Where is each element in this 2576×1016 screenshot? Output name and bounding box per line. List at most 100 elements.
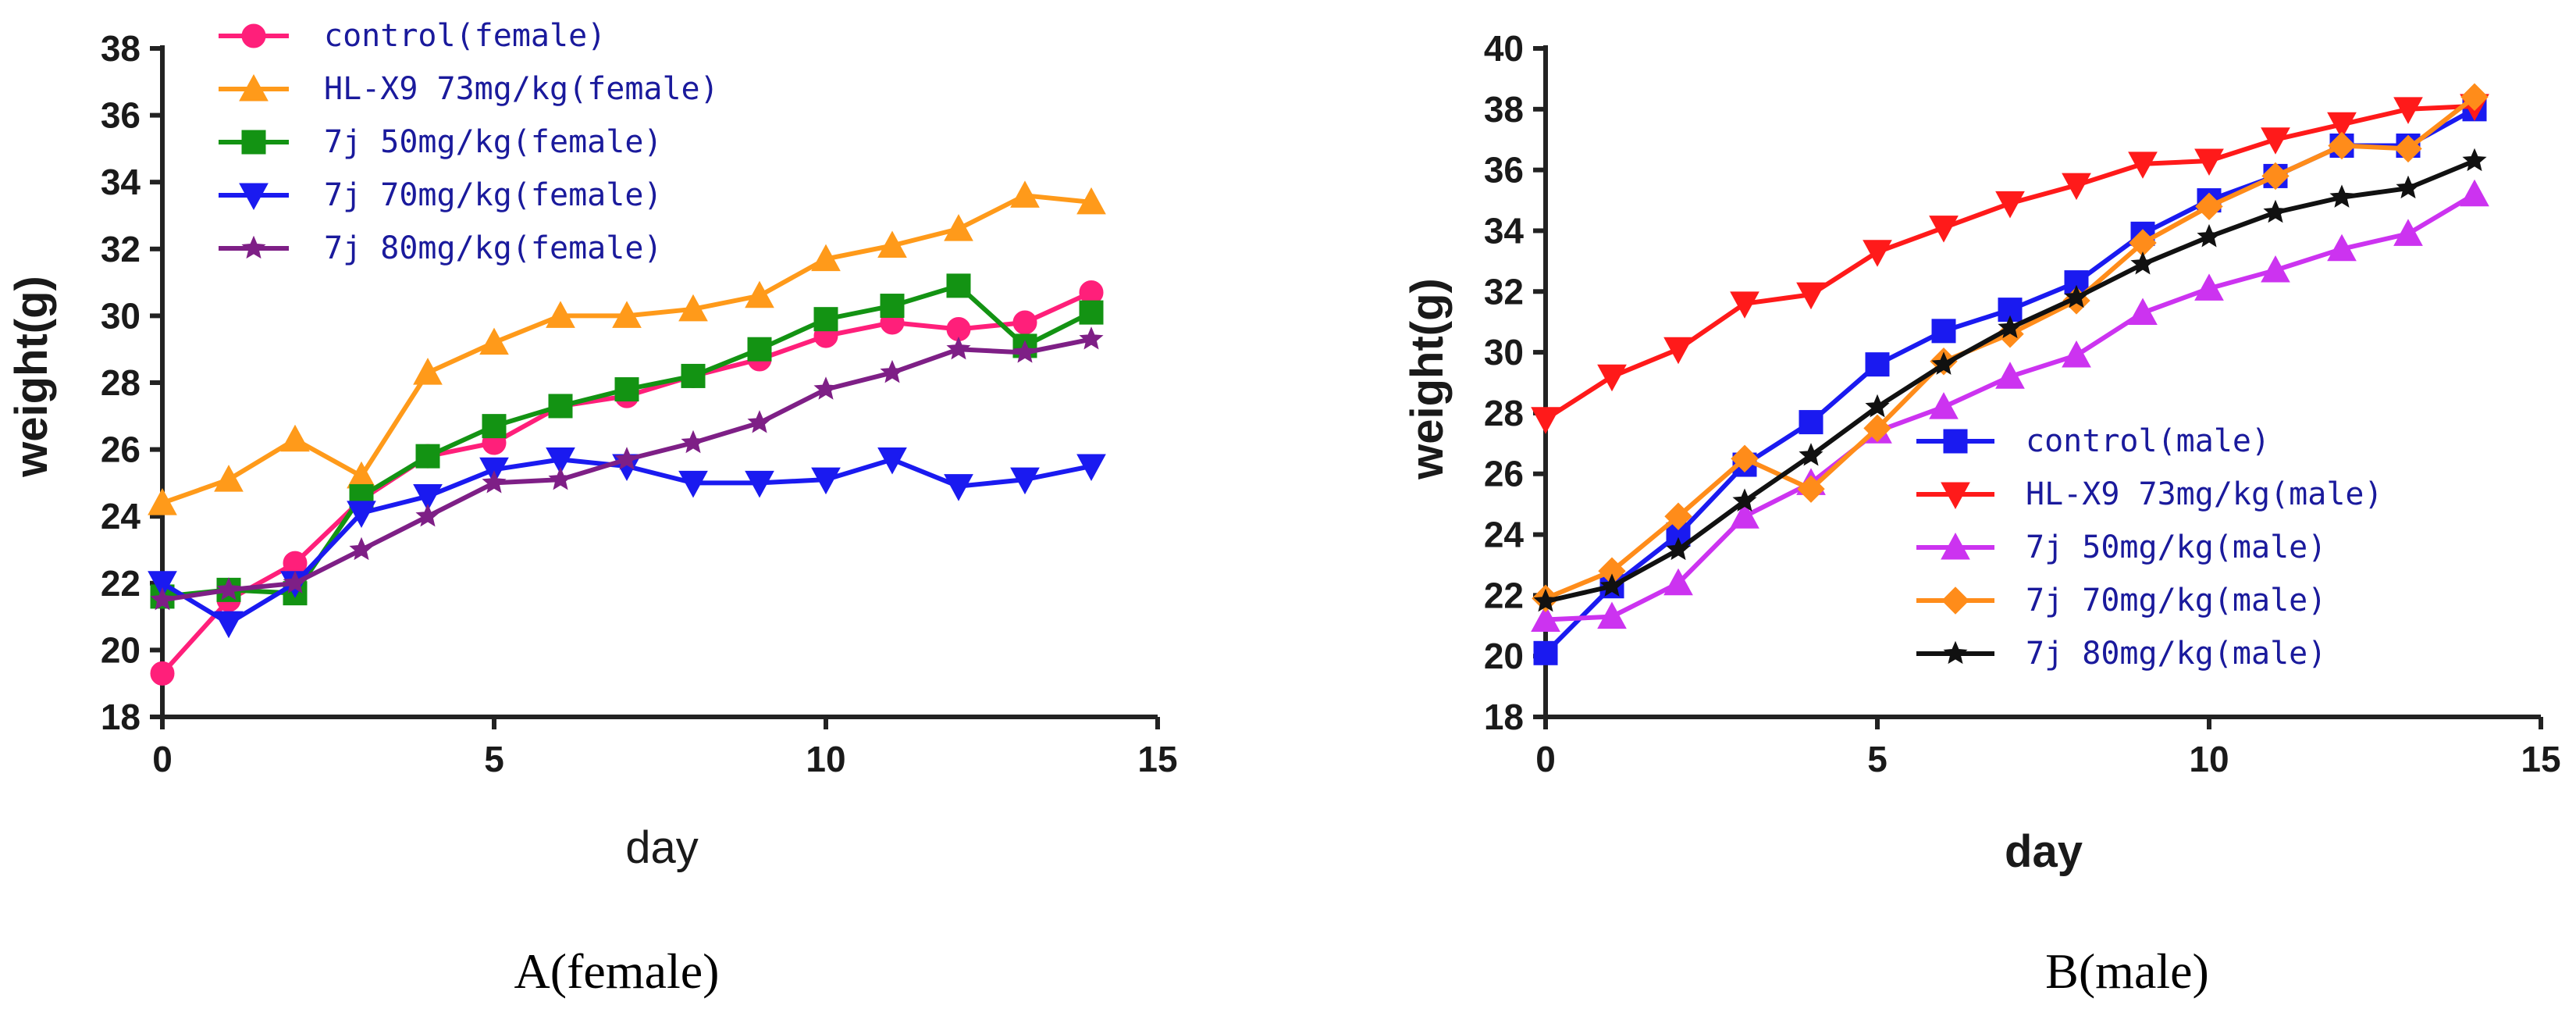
panel-a-series-2-point bbox=[482, 414, 507, 439]
panel-b-series-4-point bbox=[1666, 537, 1691, 561]
panel-b-series-4-point bbox=[1799, 443, 1823, 466]
panel-a-series-4-point bbox=[548, 466, 573, 490]
panel-a-series-1-point bbox=[1076, 187, 1106, 215]
panel-b-caption: B(male) bbox=[2045, 943, 2209, 999]
panel-b-y-tick-label: 24 bbox=[1484, 515, 1525, 555]
panel-b-series-3-point bbox=[2394, 134, 2422, 163]
panel-b-series-1-point bbox=[1597, 364, 1627, 392]
panel-a-y-tick-label: 24 bbox=[101, 496, 141, 537]
panel-a-series-3-point bbox=[546, 447, 575, 475]
panel-b-series-2-point bbox=[2327, 234, 2357, 262]
panel-a-xlabel: day bbox=[625, 822, 699, 873]
panel-b-x-tick-label: 15 bbox=[2521, 739, 2560, 779]
panel-b-y-tick-label: 32 bbox=[1484, 271, 1524, 312]
panel-b-series-4-point bbox=[1732, 488, 1757, 512]
panel-a-series-2-point bbox=[614, 377, 639, 402]
panel-a-y-tick-label: 30 bbox=[101, 295, 141, 336]
panel-a-series-2-point bbox=[813, 307, 838, 332]
panel-a-series-3-point bbox=[148, 571, 177, 598]
panel-a-series-0-point bbox=[1012, 310, 1037, 335]
panel-a-series-2-point bbox=[548, 394, 573, 419]
panel-a-legend-marker bbox=[239, 183, 269, 211]
panel-a-series-4-point bbox=[482, 470, 507, 494]
panel-b-series-1-point bbox=[2062, 173, 2091, 201]
panel-a-series-4-point bbox=[349, 537, 374, 561]
panel-b-series-2-point bbox=[2128, 298, 2158, 326]
panel-a-series-3-point bbox=[1076, 454, 1106, 482]
panel-a-legend-marker bbox=[241, 235, 266, 259]
panel-a-series-4-point bbox=[216, 577, 241, 601]
panel-a-series-2-point bbox=[681, 363, 706, 388]
panel-b-series-4-point bbox=[2130, 251, 2155, 275]
panel-b-series-4-point bbox=[2064, 284, 2089, 308]
panel-b-series-1-point bbox=[1730, 291, 1759, 319]
panel-b-series-4-point bbox=[1931, 351, 1956, 375]
panel-a-series-4-point bbox=[415, 503, 440, 527]
panel-b-series-0-point bbox=[1865, 352, 1890, 377]
panel-a-series-4-point bbox=[681, 430, 706, 454]
panel-b-series-4-point bbox=[2197, 223, 2222, 248]
panel-b: 18 20 22 24 26 28 30 32 34 36 38 40 0 5 10 15 control(ma… bbox=[1402, 28, 2561, 999]
panel-a-series-4-point bbox=[1012, 340, 1037, 363]
panel-b-series-1-point bbox=[1796, 282, 1826, 310]
panel-a-series-2-point bbox=[1079, 300, 1104, 325]
panel-a-series-4-point bbox=[813, 376, 838, 400]
panel-a: 18 20 22 24 26 28 30 32 34 36 38 0 5 10 15 control(fema… bbox=[6, 18, 1178, 999]
panel-a-series-4-point bbox=[946, 336, 971, 360]
panel-b-y-tick-label: 30 bbox=[1484, 332, 1524, 373]
panel-a-series-3-point bbox=[944, 474, 973, 501]
panel-b-series-1-point bbox=[1531, 407, 1560, 434]
panel-b-series-2-point bbox=[1995, 362, 2025, 389]
panel-b-x-tick-label: 0 bbox=[1535, 739, 1556, 779]
panel-b-series-3-point bbox=[1797, 475, 1825, 503]
panel-b-series-3-point bbox=[1664, 502, 1692, 530]
panel-b-series-3-point bbox=[2261, 162, 2290, 191]
panel-b-y-tick-label: 26 bbox=[1484, 454, 1524, 494]
panel-b-y-tick-label: 18 bbox=[1484, 697, 1524, 737]
panel-b-xlabel: day bbox=[2005, 826, 2083, 877]
panel-b-series-1-point bbox=[2261, 127, 2290, 155]
panel-b-series-0-point bbox=[1931, 319, 1956, 344]
panel-a-series-2-point bbox=[415, 444, 440, 469]
panel-a-series-1-point bbox=[944, 214, 973, 241]
panel-b-series-1-point bbox=[1863, 240, 1892, 267]
panel-a-series-1-point bbox=[347, 461, 376, 489]
panel-a-series-3-point bbox=[745, 470, 774, 498]
panel-b-x-tick-label: 10 bbox=[2189, 739, 2229, 779]
panel-b-series-3-point bbox=[2195, 192, 2223, 221]
panel-b-y-tick-label: 36 bbox=[1484, 150, 1524, 191]
panel-a-ylabel: weight(g) bbox=[6, 276, 57, 478]
panel-a-series-4-point bbox=[614, 447, 639, 470]
panel-a-y-tick-label: 38 bbox=[101, 28, 141, 69]
panel-b-series-2-point bbox=[2062, 340, 2091, 368]
panel-a-series-4-point bbox=[747, 410, 772, 433]
panel-b-y-tick-label: 22 bbox=[1484, 575, 1524, 615]
panel-a-legend-marker bbox=[241, 23, 266, 48]
panel-b-series-4-point bbox=[1599, 573, 1624, 597]
panel-b-y-tick-label: 28 bbox=[1484, 393, 1524, 433]
panel-b-series-2-point bbox=[2393, 219, 2423, 246]
panel-b-legend-label: HL-X9 73mg/kg(male) bbox=[2026, 476, 2383, 512]
panel-b-series-4-point bbox=[1865, 394, 1890, 418]
panel-a-series-3-point bbox=[347, 501, 376, 528]
panel-b-legend-label: 7j 50mg/kg(male) bbox=[2026, 529, 2326, 565]
panel-a-legend-label: 7j 80mg/kg(female) bbox=[324, 230, 662, 266]
panel-a-legend-label: control(female) bbox=[324, 18, 606, 54]
panel-a-series-0-point bbox=[150, 661, 175, 686]
panel-b-series-1-point bbox=[1929, 216, 1959, 243]
panel-a-caption: A(female) bbox=[514, 943, 720, 999]
panel-b-legend-marker bbox=[1943, 429, 1968, 454]
panel-a-y-tick-label: 32 bbox=[101, 229, 141, 269]
panel-b-series-3-point bbox=[1863, 414, 1891, 443]
panel-a-y-tick-label: 34 bbox=[101, 162, 141, 202]
panel-a-x-tick-label: 10 bbox=[806, 739, 845, 779]
panel-b-series-4-point bbox=[1533, 588, 1558, 612]
panel-a-series-3-point bbox=[214, 611, 244, 639]
panel-a-y-tick-label: 26 bbox=[101, 430, 141, 470]
panel-a-series-1-point bbox=[1010, 180, 1040, 208]
panel-a-series-1-point bbox=[546, 301, 575, 328]
panel-b-series-2-point bbox=[2194, 273, 2224, 301]
panel-b-x-tick-label: 5 bbox=[1867, 739, 1888, 779]
panel-b-series-4-point bbox=[2263, 199, 2288, 223]
panel-a-x-tick-label: 0 bbox=[152, 739, 173, 779]
